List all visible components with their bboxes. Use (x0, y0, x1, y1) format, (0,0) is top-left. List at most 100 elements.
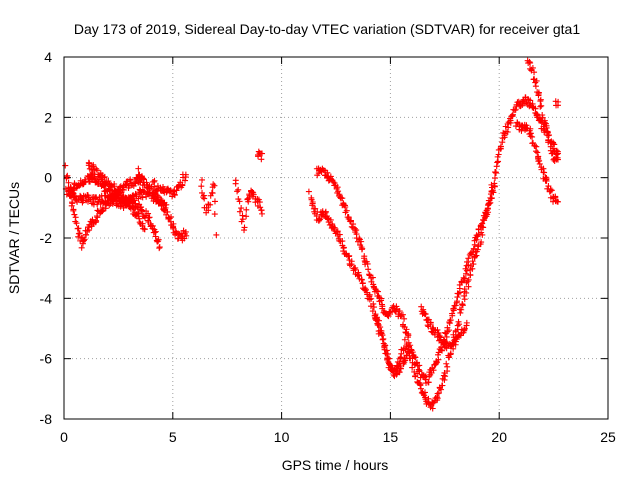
data-point (347, 262, 354, 269)
data-point (71, 211, 78, 218)
data-point (373, 287, 380, 294)
data-point (399, 311, 406, 318)
data-point (455, 318, 462, 325)
data-point (146, 214, 153, 221)
data-point (129, 204, 136, 211)
data-point (209, 190, 216, 197)
data-point (541, 169, 548, 176)
data-point (416, 367, 423, 374)
data-point (461, 296, 468, 303)
data-point (324, 169, 331, 176)
data-point (529, 139, 536, 146)
data-point (478, 223, 485, 230)
data-point (415, 366, 422, 373)
y-tick-label: -2 (40, 230, 53, 246)
data-point (552, 194, 559, 201)
data-point (420, 306, 427, 313)
data-point (68, 202, 75, 209)
data-point (213, 231, 220, 238)
data-point (336, 231, 343, 238)
data-point (330, 179, 337, 186)
data-point (433, 393, 440, 400)
data-point (482, 210, 489, 217)
data-point (73, 220, 80, 227)
data-point (336, 191, 343, 198)
data-point (125, 198, 132, 205)
y-tick-label: 4 (44, 49, 52, 65)
data-point (501, 134, 508, 141)
data-point (551, 141, 558, 148)
data-point (379, 303, 386, 310)
x-axis-label: GPS time / hours (282, 457, 389, 473)
data-point (402, 345, 409, 352)
data-point (438, 382, 445, 389)
data-point (527, 59, 534, 66)
data-point (243, 206, 250, 213)
data-point (322, 209, 329, 216)
data-point (164, 208, 171, 215)
data-point (70, 207, 77, 214)
data-point (81, 179, 88, 186)
data-point (454, 322, 461, 329)
data-point (348, 261, 355, 268)
data-point (543, 177, 550, 184)
data-point (397, 365, 404, 372)
data-point (152, 229, 159, 236)
data-point (418, 303, 425, 310)
data-point (447, 350, 454, 357)
data-point (232, 180, 239, 187)
data-point (465, 262, 472, 269)
data-point (139, 194, 146, 201)
data-point (470, 261, 477, 268)
data-point (421, 389, 428, 396)
data-point (161, 207, 168, 214)
data-point (86, 227, 93, 234)
data-point (64, 172, 71, 179)
data-point (449, 312, 456, 319)
data-point (397, 354, 404, 361)
data-point (163, 201, 170, 208)
data-point (531, 142, 538, 149)
data-point (412, 354, 419, 361)
data-point (94, 207, 101, 214)
data-point (497, 145, 504, 152)
data-point (211, 182, 218, 189)
data-point (543, 122, 550, 129)
data-point (535, 90, 542, 97)
data-point (379, 332, 386, 339)
data-point (89, 216, 96, 223)
data-point (444, 363, 451, 370)
data-point (135, 213, 142, 220)
data-point (459, 301, 466, 308)
data-point (145, 210, 152, 217)
data-point (425, 379, 432, 386)
data-point (464, 258, 471, 265)
data-point (358, 246, 365, 253)
data-point (539, 112, 546, 119)
data-point (339, 238, 346, 245)
x-tick-label: 25 (600, 429, 616, 445)
data-point (352, 266, 359, 273)
data-point (343, 207, 350, 214)
data-point (532, 83, 539, 90)
data-point (397, 365, 404, 372)
data-point (403, 352, 410, 359)
data-point (424, 322, 431, 329)
data-point (81, 236, 88, 243)
data-point (437, 334, 444, 341)
data-point (182, 177, 189, 184)
data-point (65, 179, 72, 186)
data-point (358, 276, 365, 283)
data-point (480, 216, 487, 223)
data-point (518, 127, 525, 134)
data-point (429, 405, 436, 412)
data-point (459, 302, 466, 309)
data-point (455, 290, 462, 297)
data-point (136, 215, 143, 222)
data-point (141, 225, 148, 232)
data-point (540, 165, 547, 172)
data-point (378, 297, 385, 304)
data-point (201, 195, 208, 202)
